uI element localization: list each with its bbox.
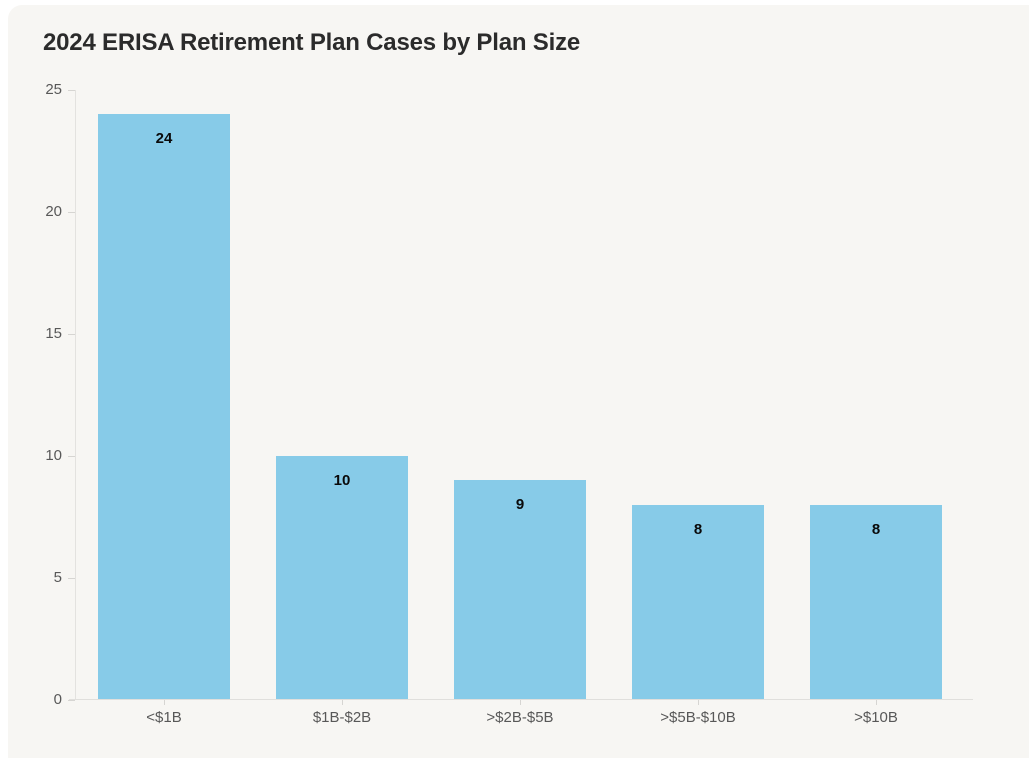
x-axis-tick-mark	[520, 700, 521, 705]
y-axis-tick-mark	[68, 334, 75, 335]
y-axis-tick-mark	[68, 456, 75, 457]
x-axis-tick-mark	[876, 700, 877, 705]
y-axis-tick-label: 15	[45, 325, 62, 342]
x-axis-tick-label: $1B-$2B	[312, 709, 372, 726]
x-axis-tick-label: >$5B-$10B	[660, 709, 736, 726]
y-axis-tick-mark	[68, 90, 75, 91]
y-axis-tick-mark	[68, 578, 75, 579]
bar-value-label: 9	[515, 496, 525, 514]
chart-title: 2024 ERISA Retirement Plan Cases by Plan…	[43, 29, 581, 56]
x-axis-tick-label: >$10B	[854, 709, 898, 726]
y-axis-tick-mark	[68, 700, 75, 701]
bar	[454, 480, 586, 699]
y-axis-tick-label: 10	[45, 447, 62, 464]
bar	[632, 504, 764, 699]
y-axis-tick-label: 25	[45, 81, 62, 98]
bar-value-label: 8	[693, 520, 703, 538]
bar-value-label: 8	[871, 520, 881, 538]
x-axis-tick-label: <$1B	[146, 709, 182, 726]
y-axis-line	[75, 90, 76, 700]
y-axis-tick-label: 20	[45, 203, 62, 220]
plot-area: 0 5 10 15 20 25 24 <$1B 10 $1B-$2B 9 >$2B-$5B 8 >$5B-…	[45, 81, 973, 726]
y-axis-tick-label: 0	[53, 691, 62, 708]
chart-canvas: 2024 ERISA Retirement Plan Cases by Plan…	[8, 5, 1029, 758]
bar	[810, 504, 942, 699]
bar	[276, 456, 408, 699]
y-axis-tick-label: 5	[53, 569, 62, 586]
bar	[98, 114, 230, 699]
x-axis-tick-mark	[698, 700, 699, 705]
y-axis-tick-mark	[68, 212, 75, 213]
bar-value-label: 24	[155, 130, 173, 148]
x-axis-line	[69, 699, 973, 700]
bar-value-label: 10	[333, 472, 351, 489]
x-axis-tick-mark	[342, 700, 343, 705]
x-axis-tick-label: >$2B-$5B	[486, 709, 554, 726]
x-axis-tick-mark	[164, 700, 165, 705]
